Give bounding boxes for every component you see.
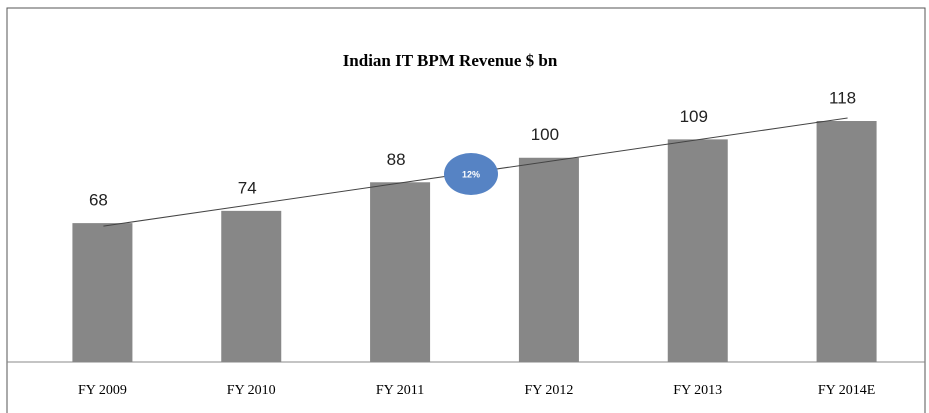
bar [518,157,579,362]
value-label: 109 [680,107,708,126]
frame [6,7,926,413]
chart-title: Indian IT BPM Revenue $ bn [343,51,558,70]
bar [667,139,728,362]
x-tick-label: FY 2009 [78,383,127,398]
annotation: 12% [462,169,480,179]
x-tick-label: FY 2013 [673,383,722,398]
bar [370,182,431,362]
annotation-bubble [444,153,498,195]
x-tick-label: FY 2014E [818,383,875,398]
x-tick-label: FY 2011 [376,383,424,398]
bar [221,210,282,362]
x-tick-label: FY 2010 [227,383,276,398]
bar [72,223,133,362]
x-tick-label: FY 2012 [524,383,573,398]
value-label: 118 [829,88,856,107]
value-label: 68 [89,191,108,210]
value-label: 100 [531,125,559,144]
value-label: 88 [387,150,406,169]
value-label: 74 [238,178,257,197]
bar [816,121,877,362]
